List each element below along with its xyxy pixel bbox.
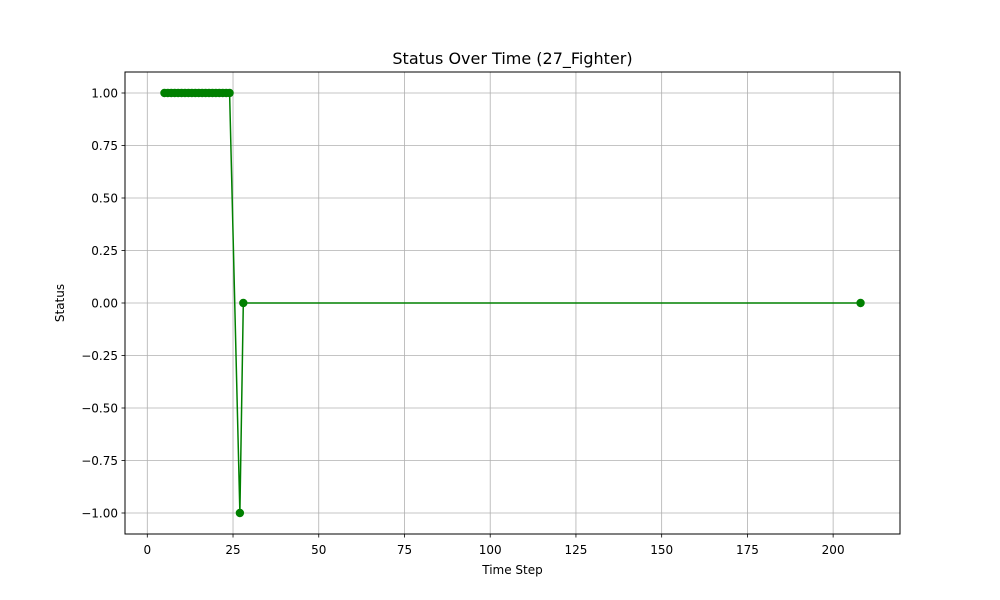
x-tick-label: 75 [397,543,412,557]
y-tick-label: 0.75 [91,139,118,153]
y-tick-label: −0.25 [81,349,118,363]
y-tick-label: 0.25 [91,244,118,258]
x-tick-label: 100 [479,543,502,557]
x-tick-label: 175 [736,543,759,557]
x-axis: 0 25 50 75 100 125 150 175 200 [143,534,845,557]
y-tick-label: 1.00 [91,86,118,100]
x-tick-label: 150 [650,543,673,557]
y-tick-label: −0.50 [81,401,118,415]
y-tick-label: −1.00 [81,506,118,520]
x-axis-label: Time Step [481,563,543,577]
x-tick-label: 25 [225,543,240,557]
x-tick-label: 125 [564,543,587,557]
y-axis: 1.00 0.75 0.50 0.25 0.00 −0.25 −0.50 −0.75 −1.00 [81,86,125,520]
x-tick-label: 0 [143,543,151,557]
y-tick-label: 0.50 [91,191,118,205]
y-axis-label: Status [53,284,67,322]
chart-title: Status Over Time (27_Fighter) [392,49,632,69]
y-tick-label: 0.00 [91,296,118,310]
data-point [235,508,245,518]
data-point [225,88,234,98]
y-tick-label: −0.75 [81,454,118,468]
x-tick-label: 50 [311,543,326,557]
data-point [239,298,248,308]
data-point [856,298,865,308]
series-layer [160,88,865,518]
x-tick-label: 200 [822,543,845,557]
